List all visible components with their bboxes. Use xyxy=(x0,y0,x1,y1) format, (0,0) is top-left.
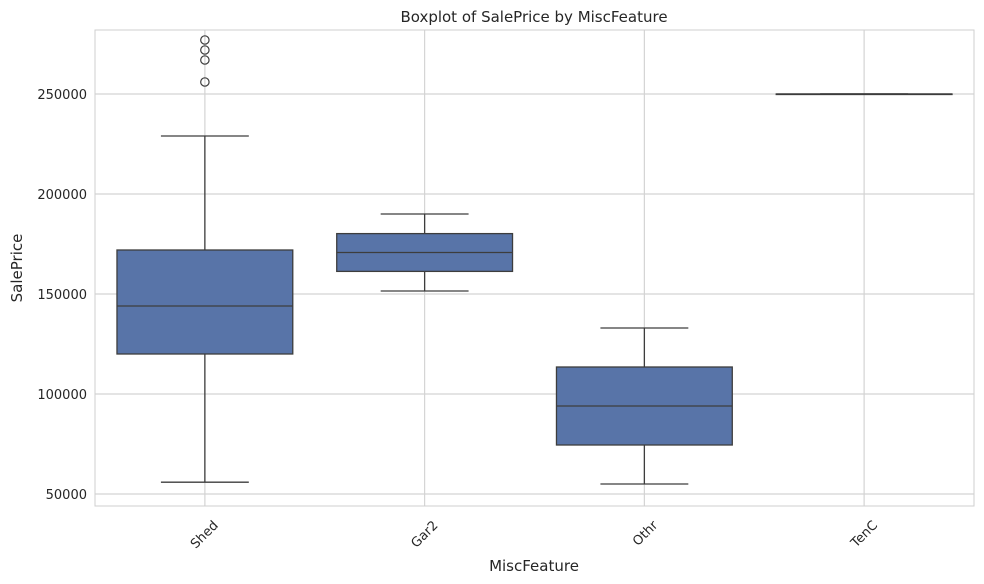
y-tick-label: 100000 xyxy=(37,388,87,403)
outlier-point xyxy=(200,45,210,55)
outlier-point xyxy=(200,35,210,45)
outlier-point xyxy=(200,55,210,65)
box-layer xyxy=(116,35,953,485)
y-tick-label: 250000 xyxy=(37,88,87,103)
y-tick-label: 150000 xyxy=(37,288,87,303)
plot-frame xyxy=(94,29,975,507)
y-tick-label: 50000 xyxy=(46,488,87,503)
box-iqr xyxy=(116,249,294,355)
box-group-othr xyxy=(555,327,733,485)
outlier-point xyxy=(200,77,210,87)
y-tick-labels: 50000 100000 150000 200000 250000 xyxy=(37,88,87,503)
x-axis-label: MiscFeature xyxy=(489,557,579,575)
chart-title: Boxplot of SalePrice by MiscFeature xyxy=(400,8,667,26)
y-tick-label: 200000 xyxy=(37,188,87,203)
box-group-gar2 xyxy=(336,213,514,292)
box-group-tenc xyxy=(775,93,953,96)
box-group-shed xyxy=(116,35,294,483)
y-axis-label: SalePrice xyxy=(8,234,26,303)
